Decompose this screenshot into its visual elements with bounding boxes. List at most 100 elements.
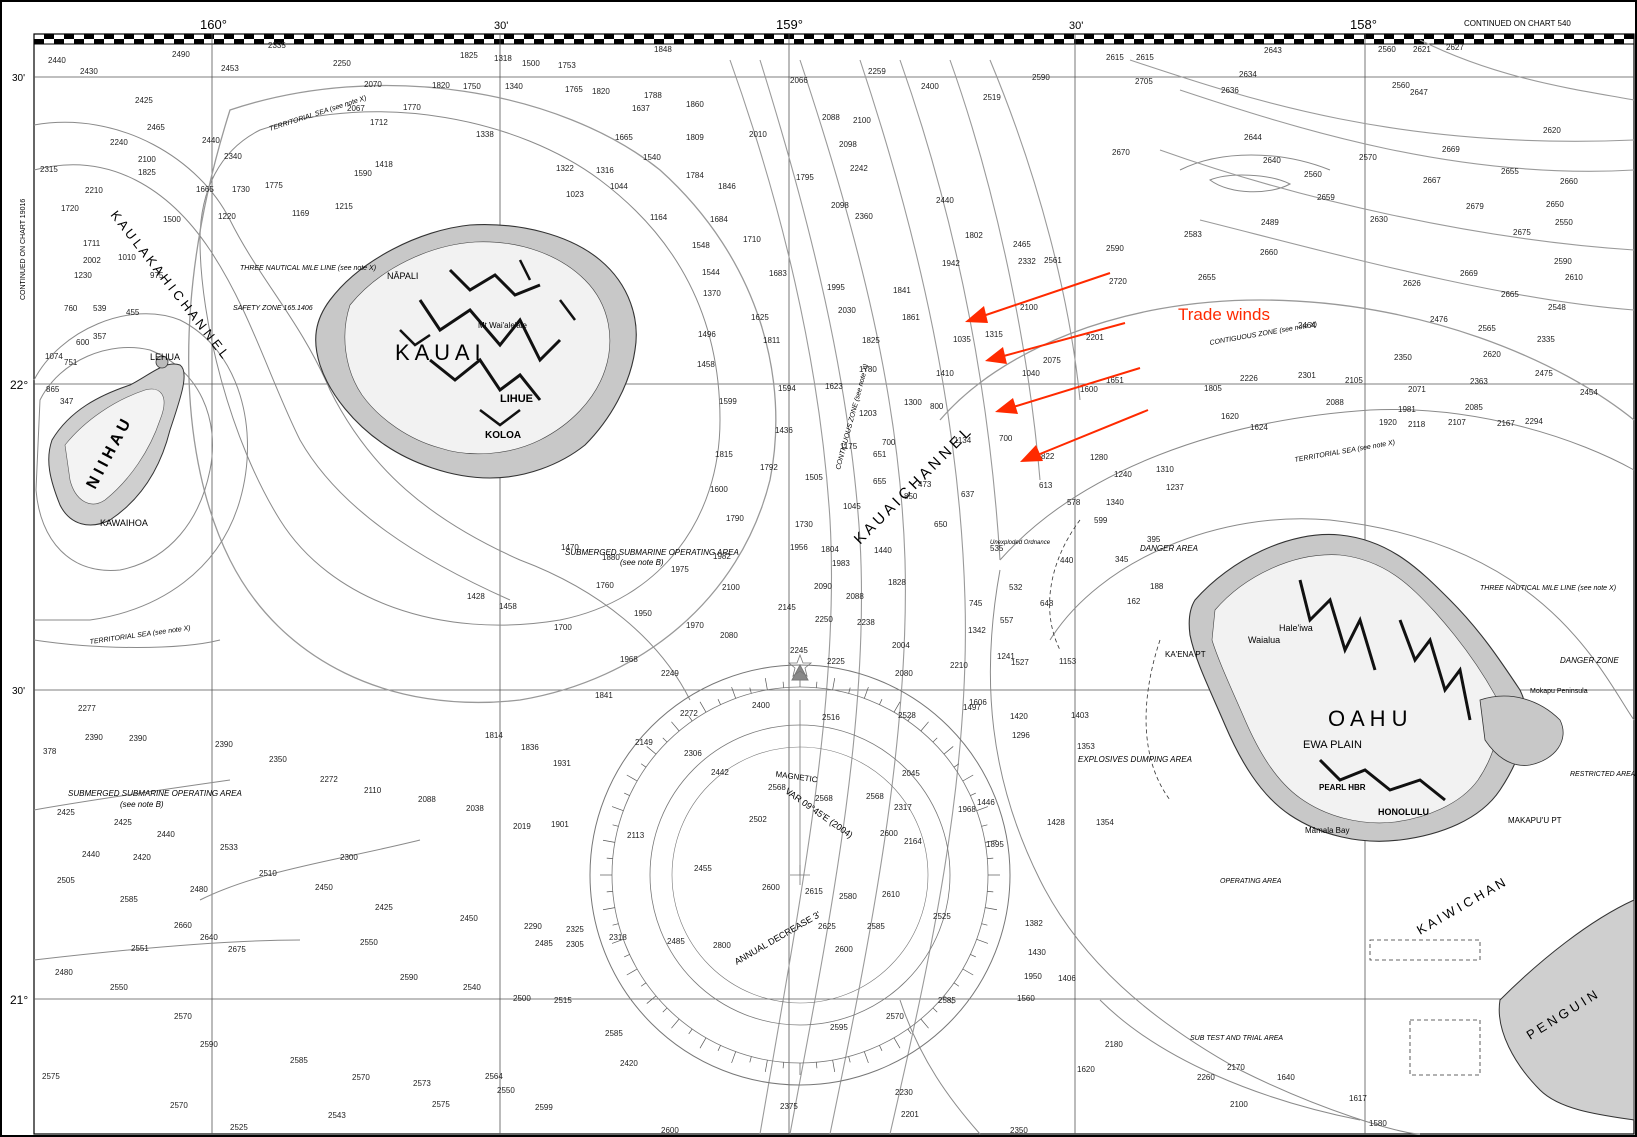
depth-sounding: 2585 <box>290 1056 308 1065</box>
scale-segment <box>1454 39 1464 44</box>
depth-sounding: 1846 <box>718 182 736 191</box>
depth-sounding: 1458 <box>697 360 715 369</box>
depth-sounding: 1527 <box>1011 658 1029 667</box>
scale-segment <box>564 34 574 39</box>
three-mile-line-label: THREE NAUTICAL MILE LINE (see note X) <box>240 265 376 272</box>
scale-segment <box>554 39 564 44</box>
scale-segment <box>874 39 884 44</box>
depth-sounding: 357 <box>93 332 107 341</box>
depth-sounding: 2113 <box>627 831 645 840</box>
depth-sounding: 2519 <box>983 93 1001 102</box>
compass-tick <box>953 763 960 768</box>
depth-sounding: 1942 <box>942 259 960 268</box>
depth-sounding: 2455 <box>694 864 712 873</box>
lat-label-22-30: 30' <box>12 73 25 84</box>
depth-sounding: 2430 <box>80 67 98 76</box>
scale-segment <box>1174 39 1184 44</box>
scale-segment <box>1044 34 1054 39</box>
depth-sounding: 2440 <box>48 56 66 65</box>
compass-tick <box>717 699 721 705</box>
depth-sounding: 1023 <box>566 190 584 199</box>
depth-sounding: 2390 <box>85 733 103 742</box>
depth-sounding: 2489 <box>1261 218 1279 227</box>
scale-segment <box>1064 34 1074 39</box>
depth-sounding: 1420 <box>1010 712 1028 721</box>
depth-sounding: 2390 <box>129 734 147 743</box>
scale-segment <box>694 39 704 44</box>
submarine-area-label-2: SUBMERGED SUBMARINE OPERATING AREA <box>68 789 242 798</box>
depth-sounding: 2002 <box>83 256 101 265</box>
niihau-island <box>48 355 185 526</box>
compass-tick <box>611 806 624 812</box>
depth-sounding: 1760 <box>596 581 614 590</box>
oahu-label: O A H U <box>1328 706 1407 731</box>
depth-sounding: 2450 <box>315 883 333 892</box>
scale-segment <box>1214 39 1224 44</box>
depth-sounding: 2590 <box>1554 257 1572 266</box>
continued-on-chart-top: CONTINUED ON CHART 540 <box>1464 19 1571 28</box>
depth-sounding: 2655 <box>1501 167 1519 176</box>
depth-sounding: 2066 <box>790 76 808 85</box>
depth-sounding: 1665 <box>196 185 214 194</box>
scale-segment <box>544 34 554 39</box>
scale-segment <box>124 34 134 39</box>
depth-sounding: 1730 <box>232 185 250 194</box>
depth-sounding: 1418 <box>375 160 393 169</box>
scale-segment <box>394 39 404 44</box>
depth-sounding: 2300 <box>340 853 358 862</box>
depth-sounding: 2306 <box>684 749 702 758</box>
depth-sounding: 1169 <box>292 209 310 218</box>
compass-tick <box>816 1062 818 1069</box>
scale-segment <box>1244 34 1254 39</box>
depth-sounding: 2442 <box>711 768 729 777</box>
scale-segment <box>1374 39 1384 44</box>
depth-sounding: 2240 <box>110 138 128 147</box>
depth-sounding: 1382 <box>1025 919 1043 928</box>
scale-segment <box>404 34 414 39</box>
scale-segment <box>724 34 734 39</box>
depth-sounding: 1792 <box>760 463 778 472</box>
depth-sounding: 1403 <box>1071 711 1089 720</box>
depth-sounding: 2400 <box>752 701 770 710</box>
depth-soundings: 2440 2430 2490 2335 2250 1825 1318 1500 1753 1848… <box>40 41 1598 1135</box>
depth-sounding: 2560 <box>1392 81 1410 90</box>
depth-sounding: 745 <box>969 599 983 608</box>
depth-sounding: 850 <box>904 492 918 501</box>
compass-tick <box>976 806 989 812</box>
depth-sounding: 2210 <box>950 661 968 670</box>
depth-sounding: 2250 <box>333 59 351 68</box>
depth-sounding: 1164 <box>650 213 668 222</box>
scale-segment <box>1554 39 1564 44</box>
depth-sounding: 2575 <box>432 1100 450 1109</box>
depth-sounding: 1825 <box>862 336 880 345</box>
neatline <box>33 33 1635 1135</box>
depth-sounding: 2515 <box>554 996 572 1005</box>
lat-label-22: 22° <box>10 378 28 392</box>
depth-sounding: 1814 <box>485 731 503 740</box>
depth-sounding: 2590 <box>200 1040 218 1049</box>
scale-segment <box>1324 34 1334 39</box>
scale-segment <box>64 34 74 39</box>
depth-sounding: 1580 <box>1369 1119 1387 1128</box>
scale-segment <box>1104 34 1114 39</box>
compass-tick <box>602 839 615 843</box>
depth-sounding: 1820 <box>432 81 450 90</box>
scale-segment <box>904 34 914 39</box>
depth-sounding: 440 <box>1060 556 1074 565</box>
scale-segment <box>534 39 544 44</box>
depth-sounding: 2525 <box>230 1123 248 1132</box>
depth-sounding: 1804 <box>821 545 839 554</box>
depth-sounding: 2660 <box>1260 248 1278 257</box>
depth-sounding: 1983 <box>832 559 850 568</box>
depth-sounding: 2226 <box>1240 374 1258 383</box>
scale-segment <box>1394 39 1404 44</box>
submarine-area-label-1: SUBMERGED SUBMARINE OPERATING AREA <box>565 548 739 557</box>
scale-segment <box>964 34 974 39</box>
honolulu-label: HONOLULU <box>1378 807 1429 817</box>
depth-sounding: 865 <box>46 385 60 394</box>
scale-segment <box>1474 39 1484 44</box>
depth-sounding: 473 <box>918 480 932 489</box>
scale-segment <box>1284 34 1294 39</box>
depth-sounding: 2568 <box>768 783 786 792</box>
depth-sounding: 2561 <box>1044 256 1062 265</box>
